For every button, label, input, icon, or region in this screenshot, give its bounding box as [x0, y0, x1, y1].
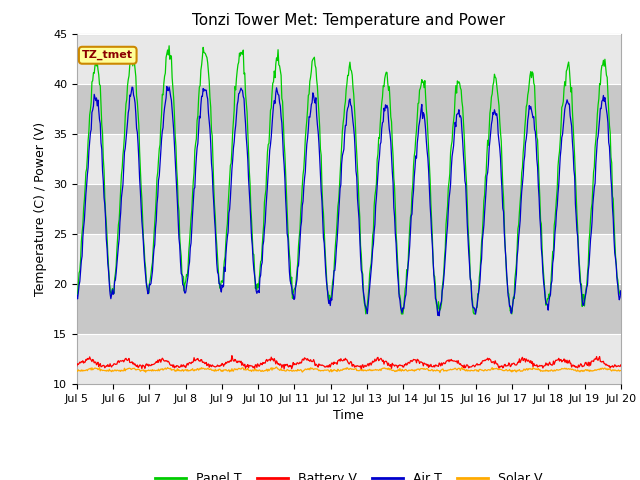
Panel T	[617, 288, 625, 294]
Battery V	[83, 357, 90, 363]
Solar V	[273, 364, 280, 370]
Solar V	[73, 368, 81, 373]
Air T	[163, 84, 171, 89]
Line: Battery V: Battery V	[77, 356, 621, 370]
Battery V	[194, 356, 202, 361]
Panel T	[433, 300, 440, 306]
Bar	[77, 184, 621, 234]
Solar V	[431, 368, 439, 374]
Panel T	[83, 166, 90, 172]
Title: Tonzi Tower Met: Temperature and Power: Tonzi Tower Met: Temperature and Power	[192, 13, 506, 28]
Solar V	[436, 370, 444, 375]
Bar	[77, 284, 621, 334]
Air T	[73, 292, 81, 298]
Solar V	[83, 367, 90, 372]
Air T	[195, 127, 202, 132]
X-axis label: Time: Time	[333, 409, 364, 422]
Line: Panel T: Panel T	[77, 46, 621, 314]
Legend: Panel T, Battery V, Air T, Solar V: Panel T, Battery V, Air T, Solar V	[150, 468, 548, 480]
Air T	[223, 234, 231, 240]
Air T	[416, 120, 424, 125]
Panel T	[139, 216, 147, 221]
Battery V	[73, 363, 81, 369]
Panel T	[73, 293, 81, 299]
Solar V	[617, 368, 625, 373]
Battery V	[617, 362, 625, 368]
Line: Air T: Air T	[77, 86, 621, 316]
Battery V	[433, 362, 440, 368]
Panel T	[165, 43, 173, 48]
Line: Solar V: Solar V	[77, 367, 621, 372]
Panel T	[223, 221, 231, 227]
Solar V	[416, 367, 424, 373]
Air T	[83, 182, 90, 188]
Solar V	[223, 367, 230, 373]
Battery V	[223, 360, 230, 366]
Battery V	[417, 359, 424, 365]
Bar	[77, 84, 621, 134]
Panel T	[362, 311, 370, 317]
Air T	[617, 288, 625, 294]
Air T	[435, 313, 443, 319]
Air T	[431, 296, 439, 301]
Air T	[139, 228, 147, 233]
Panel T	[195, 96, 202, 101]
Battery V	[228, 353, 236, 359]
Panel T	[417, 85, 424, 91]
Battery V	[358, 367, 365, 372]
Solar V	[194, 366, 202, 372]
Solar V	[139, 367, 147, 373]
Y-axis label: Temperature (C) / Power (V): Temperature (C) / Power (V)	[35, 122, 47, 296]
Battery V	[139, 362, 147, 368]
Text: TZ_tmet: TZ_tmet	[82, 50, 133, 60]
